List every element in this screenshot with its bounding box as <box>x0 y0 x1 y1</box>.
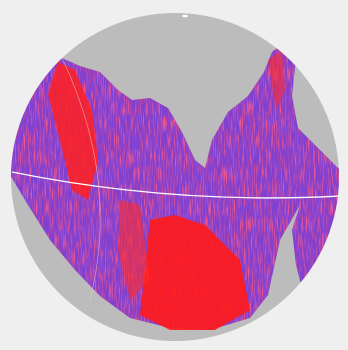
red-band-south <box>140 215 250 330</box>
equator-line <box>11 171 339 199</box>
red-streak-east <box>268 50 285 110</box>
red-band-west <box>48 62 98 200</box>
red-streak <box>118 200 150 300</box>
meridian-line <box>61 57 101 301</box>
pole-marker <box>182 14 188 18</box>
ocean-layer <box>11 44 339 330</box>
